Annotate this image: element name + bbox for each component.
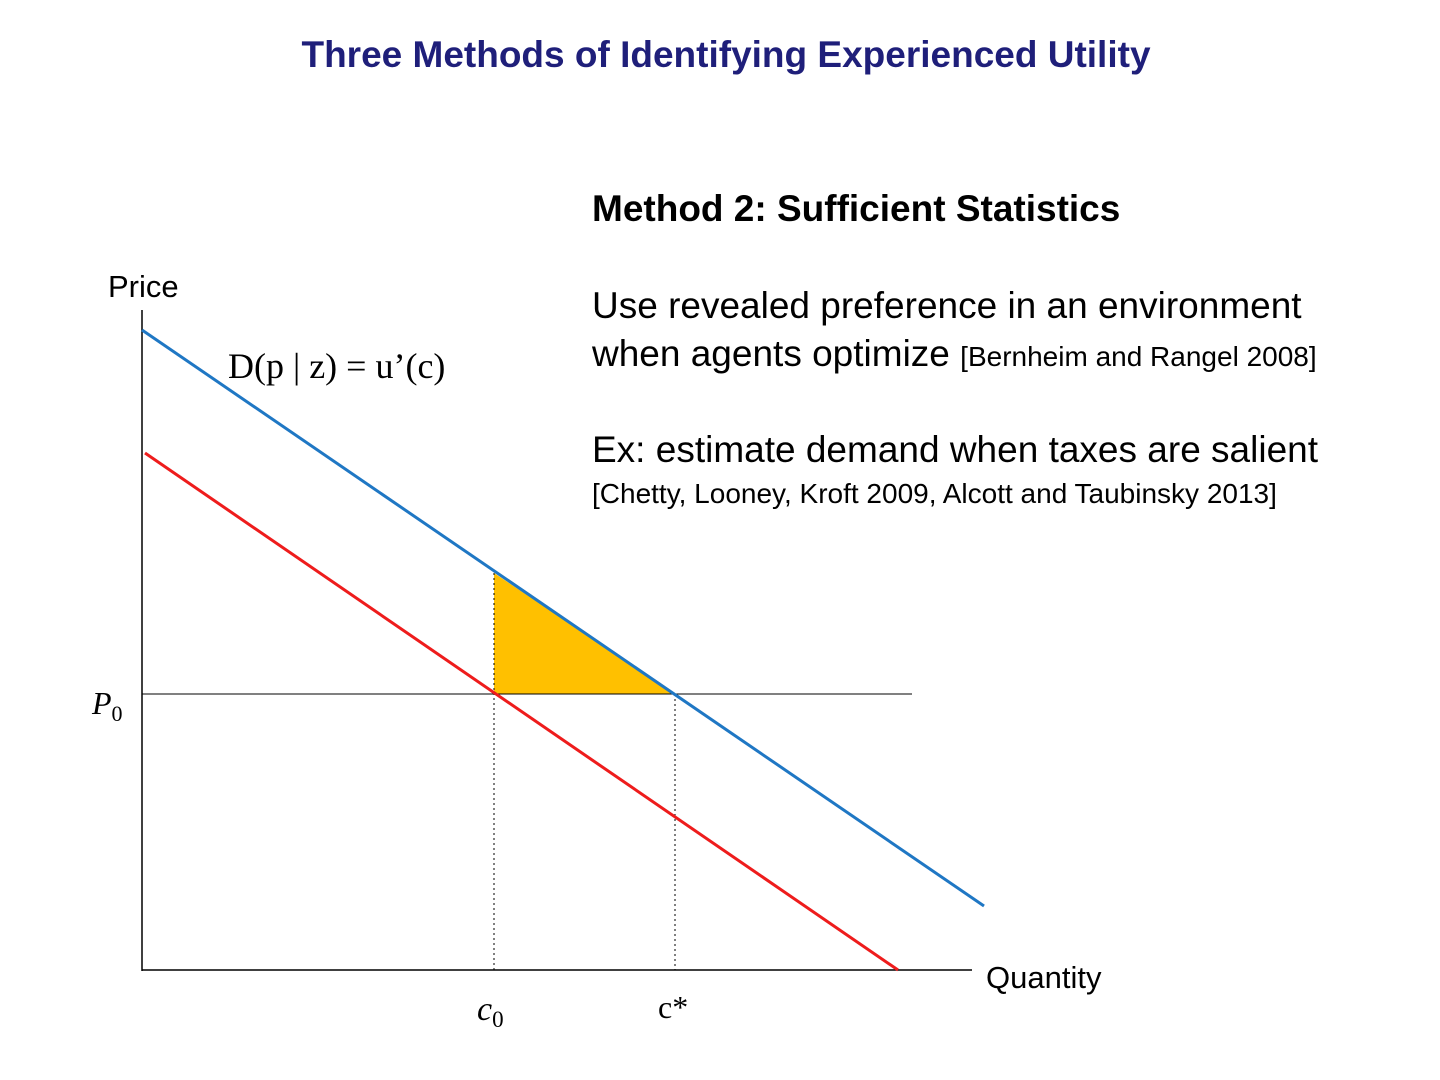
y-axis-label: Price [108,269,179,304]
demand-curve-label: D(p | z) = u’(c) [228,346,445,386]
c0-label-main: c [477,991,492,1028]
citation-chetty-alcott: [Chetty, Looney, Kroft 2009, Alcott and … [592,478,1277,509]
example-description-line1: Ex: estimate demand when taxes are salie… [592,429,1318,470]
x-axis-label: Quantity [986,960,1102,995]
c0-label: c0 [477,991,504,1032]
method-heading: Method 2: Sufficient Statistics [592,188,1121,229]
p0-label-subscript: 0 [112,701,123,726]
demand-curve [141,328,985,908]
citation-bernheim-rangel: [Bernheim and Rangel 2008] [960,341,1317,372]
c0-label-subscript: 0 [492,1007,504,1032]
p0-label-main: P [91,685,112,721]
method-description: Use revealed preference in an environmen… [592,282,1317,381]
shifted-demand-curve [144,451,899,972]
slide-title: Three Methods of Identifying Experienced… [301,34,1151,75]
cstar-label: c* [658,989,688,1025]
method-description-line1: Use revealed preference in an environmen… [592,285,1302,326]
p0-label: P0 [91,685,123,726]
method-description-line2: when agents optimize [592,333,950,374]
example-description: Ex: estimate demand when taxes are salie… [592,426,1318,514]
